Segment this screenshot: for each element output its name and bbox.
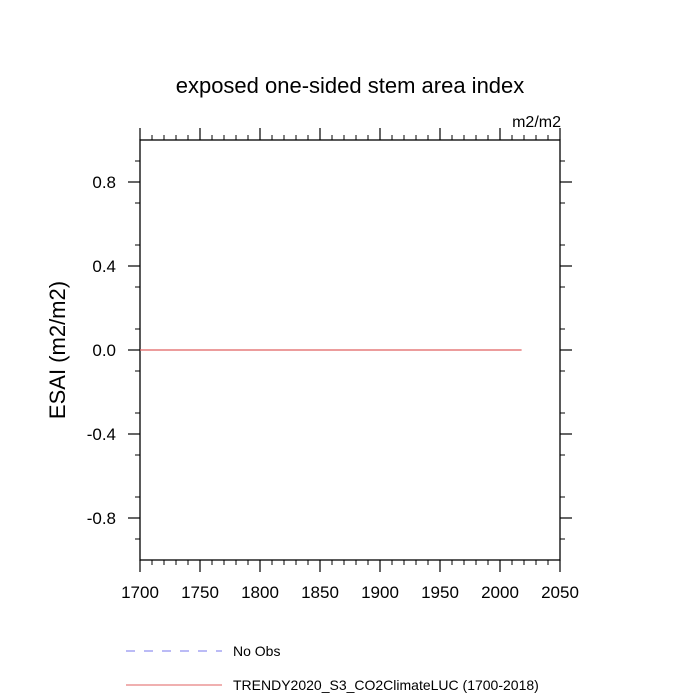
x-tick-label: 1800: [241, 583, 279, 602]
y-tick-label: 0.8: [92, 173, 116, 192]
y-tick-label: 0.0: [92, 341, 116, 360]
x-tick-label: 2050: [541, 583, 579, 602]
y-tick-label: 0.4: [92, 257, 116, 276]
y-tick-label: -0.8: [87, 509, 116, 528]
legend: No Obs TRENDY2020_S3_CO2ClimateLUC (1700-…: [126, 643, 539, 693]
legend-label: No Obs: [233, 643, 280, 659]
units-label: m2/m2: [512, 114, 561, 131]
legend-label: TRENDY2020_S3_CO2ClimateLUC (1700-2018): [233, 677, 539, 693]
x-tick-label: 1950: [421, 583, 459, 602]
plot-area: 1700 1750 1800 1850 1900 1950 2000 2050 0.8 0.4 0.…: [87, 128, 579, 602]
x-tick-label: 1850: [301, 583, 339, 602]
chart-title: exposed one-sided stem area index: [176, 73, 525, 98]
y-tick-label: -0.4: [87, 425, 116, 444]
x-tick-label: 1900: [361, 583, 399, 602]
y-axis-label: ESAI (m2/m2): [45, 281, 70, 419]
x-tick-label: 2000: [481, 583, 519, 602]
x-tick-label: 1750: [181, 583, 219, 602]
x-tick-label: 1700: [121, 583, 159, 602]
